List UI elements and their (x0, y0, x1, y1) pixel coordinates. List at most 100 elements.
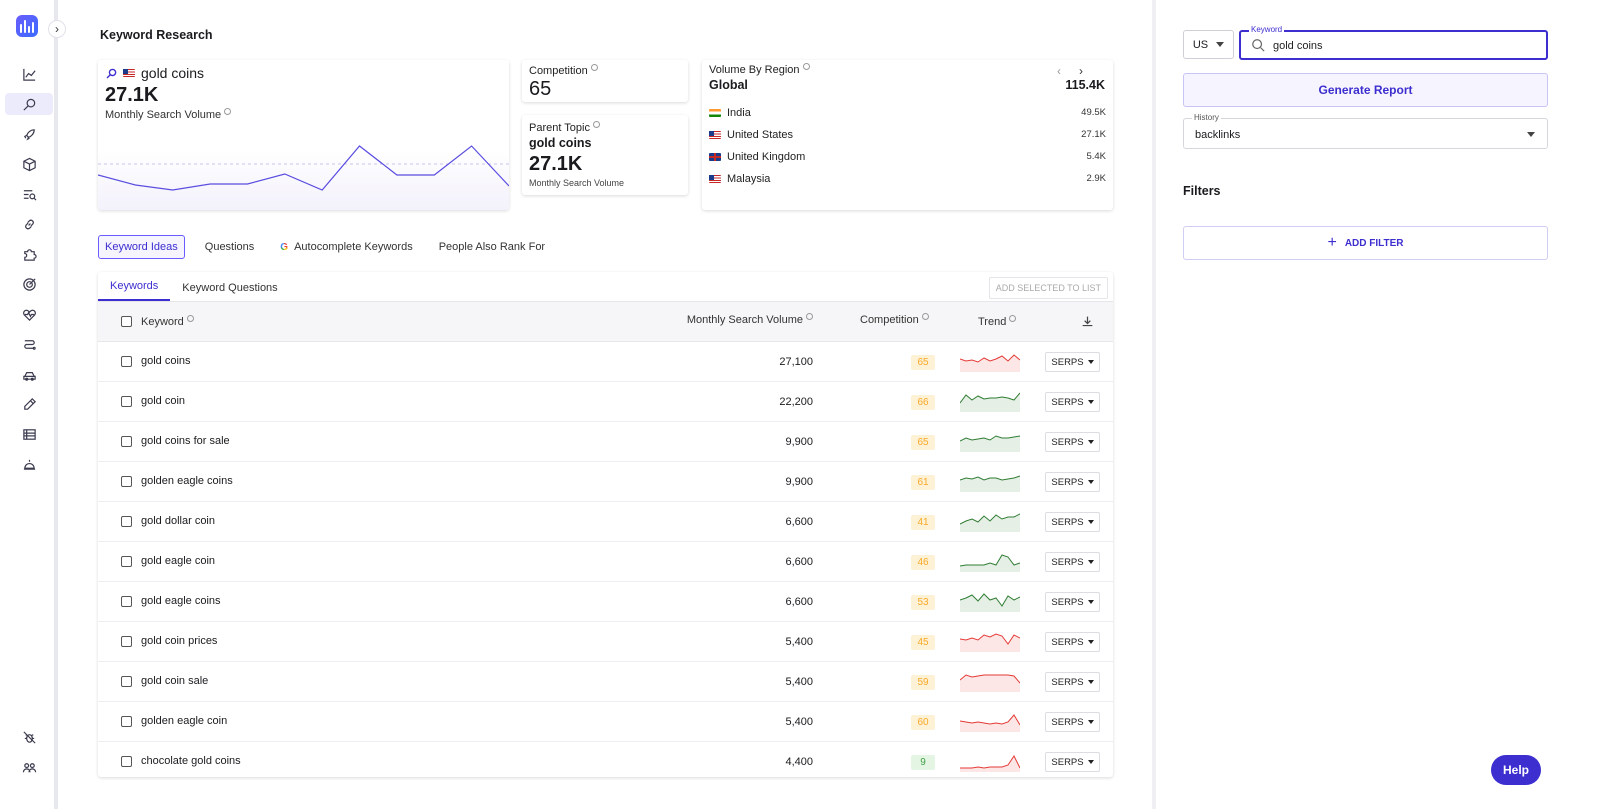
info-icon[interactable] (224, 108, 232, 115)
row-checkbox[interactable] (121, 436, 132, 447)
nav-analytics-icon[interactable] (5, 63, 53, 85)
header-volume[interactable]: Monthly Search Volume (687, 313, 813, 326)
nav-table-icon[interactable] (5, 423, 53, 445)
us-flag-icon (123, 69, 135, 77)
nav-target-icon[interactable] (5, 273, 53, 295)
help-button[interactable]: Help (1491, 755, 1541, 785)
table-row[interactable]: chocolate gold coins 4,400 9 SERPS (98, 742, 1113, 777)
serps-dropdown-button[interactable]: SERPS (1045, 712, 1100, 732)
row-checkbox[interactable] (121, 596, 132, 607)
nav-rocket-icon[interactable] (5, 123, 53, 145)
chevron-down-icon (1087, 600, 1094, 604)
serps-dropdown-button[interactable]: SERPS (1045, 472, 1100, 492)
serps-dropdown-button[interactable]: SERPS (1045, 432, 1100, 452)
info-icon[interactable] (802, 63, 810, 70)
row-keyword[interactable]: gold coins (141, 355, 191, 367)
serps-dropdown-button[interactable]: SERPS (1045, 392, 1100, 412)
history-select[interactable]: History backlinks (1183, 113, 1548, 149)
select-all-checkbox[interactable] (121, 316, 132, 327)
table-row[interactable]: gold coin sale 5,400 59 SERPS (98, 662, 1113, 702)
tab-people-also-rank-for[interactable]: People Also Rank For (438, 241, 546, 253)
nav-cube-icon[interactable] (5, 153, 53, 175)
tab-questions[interactable]: Questions (204, 241, 255, 253)
region-total: 115.4K (1065, 78, 1105, 92)
info-icon[interactable] (921, 313, 929, 320)
region-name: United Kingdom (709, 151, 805, 163)
row-keyword[interactable]: golden eagle coins (141, 475, 233, 487)
serps-dropdown-button[interactable]: SERPS (1045, 552, 1100, 572)
row-checkbox[interactable] (121, 756, 132, 767)
keyword-input[interactable] (1273, 37, 1533, 54)
nav-puzzle-icon[interactable] (5, 243, 53, 265)
nav-health-icon[interactable] (5, 303, 53, 325)
serps-dropdown-button[interactable]: SERPS (1045, 672, 1100, 692)
row-volume: 9,900 (785, 436, 813, 448)
row-keyword[interactable]: gold coin prices (141, 635, 218, 647)
expand-sidebar-chevron-icon[interactable]: › (48, 20, 66, 38)
info-icon[interactable] (186, 315, 194, 322)
add-selected-to-list-button[interactable]: ADD SELECTED TO LIST (988, 277, 1108, 299)
nav-bug-icon[interactable] (5, 726, 53, 748)
serps-dropdown-button[interactable]: SERPS (1045, 632, 1100, 652)
row-keyword[interactable]: gold eagle coin (141, 555, 216, 567)
row-volume: 5,400 (785, 636, 813, 648)
info-icon[interactable] (806, 313, 813, 320)
row-keyword[interactable]: chocolate gold coins (141, 755, 241, 767)
add-filter-button[interactable]: + ADD FILTER (1183, 226, 1548, 260)
tab-autocomplete-keywords[interactable]: G Autocomplete Keywords (280, 241, 413, 253)
row-checkbox[interactable] (121, 636, 132, 647)
nav-keyword-research-icon[interactable] (5, 93, 53, 115)
nav-content-search-icon[interactable] (5, 183, 53, 205)
table-row[interactable]: gold eagle coins 6,600 53 SERPS (98, 582, 1113, 622)
country-select[interactable]: US (1183, 30, 1234, 59)
serps-dropdown-button[interactable]: SERPS (1045, 752, 1100, 772)
row-checkbox[interactable] (121, 476, 132, 487)
row-competition-badge: 66 (911, 395, 935, 410)
nav-pen-icon[interactable] (5, 393, 53, 415)
header-competition[interactable]: Competition (860, 313, 929, 326)
row-keyword[interactable]: gold eagle coins (141, 595, 221, 607)
row-checkbox[interactable] (121, 396, 132, 407)
row-keyword[interactable]: gold dollar coin (141, 515, 215, 527)
serps-dropdown-button[interactable]: SERPS (1045, 512, 1100, 532)
row-keyword[interactable]: golden eagle coin (141, 715, 228, 727)
nav-car-icon[interactable] (5, 363, 53, 385)
nav-bell-service-icon[interactable] (5, 453, 53, 475)
row-keyword[interactable]: gold coin sale (141, 675, 209, 687)
tab-keyword-ideas[interactable]: Keyword Ideas (98, 235, 185, 259)
table-row[interactable]: gold coins for sale 9,900 65 SERPS (98, 422, 1113, 462)
table-row[interactable]: gold dollar coin 6,600 41 SERPS (98, 502, 1113, 542)
serps-dropdown-button[interactable]: SERPS (1045, 592, 1100, 612)
nav-team-icon[interactable] (5, 756, 53, 778)
app-logo-icon[interactable] (16, 15, 38, 37)
generate-report-button[interactable]: Generate Report (1183, 73, 1548, 107)
row-checkbox[interactable] (121, 516, 132, 527)
prev-chevron-icon[interactable]: ‹ (1057, 64, 1079, 78)
row-keyword[interactable]: gold coin (141, 395, 186, 407)
row-competition-badge: 59 (911, 675, 935, 690)
parent-topic-card: Parent Topic gold coins 27.1K Monthly Se… (522, 115, 688, 195)
table-row[interactable]: gold coins 27,100 65 SERPS (98, 342, 1113, 382)
download-icon[interactable] (1081, 315, 1094, 328)
row-checkbox[interactable] (121, 716, 132, 727)
table-row[interactable]: golden eagle coins 9,900 61 SERPS (98, 462, 1113, 502)
table-row[interactable]: gold coin 22,200 66 SERPS (98, 382, 1113, 422)
row-checkbox[interactable] (121, 676, 132, 687)
next-chevron-icon[interactable]: › (1079, 64, 1101, 78)
table-row[interactable]: gold coin prices 5,400 45 SERPS (98, 622, 1113, 662)
tab-keyword-questions[interactable]: Keyword Questions (182, 282, 278, 294)
serps-dropdown-button[interactable]: SERPS (1045, 352, 1100, 372)
row-checkbox[interactable] (121, 356, 132, 367)
table-row[interactable]: golden eagle coin 5,400 60 SERPS (98, 702, 1113, 742)
table-row[interactable]: gold eagle coin 6,600 46 SERPS (98, 542, 1113, 582)
keyword-field[interactable]: Keyword (1239, 25, 1548, 60)
nav-link-icon[interactable] (5, 213, 53, 235)
row-checkbox[interactable] (121, 556, 132, 567)
table-tabs: Keywords Keyword Questions ADD SELECTED … (98, 272, 1113, 302)
row-keyword[interactable]: gold coins for sale (141, 435, 230, 447)
tab-keywords[interactable]: Keywords (98, 280, 171, 301)
info-icon[interactable] (590, 64, 598, 71)
info-icon[interactable] (1009, 315, 1017, 322)
nav-route-icon[interactable] (5, 333, 53, 355)
info-icon[interactable] (592, 121, 600, 128)
